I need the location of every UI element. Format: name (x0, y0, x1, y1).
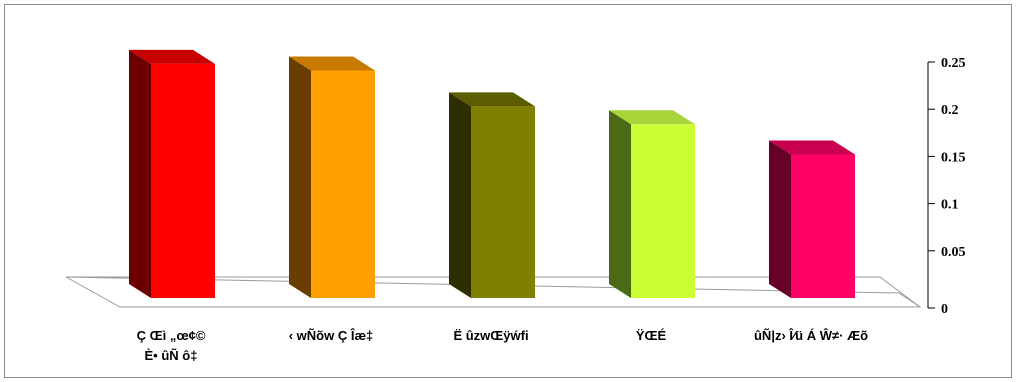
category-label: Ç Œì „œ¢© (137, 328, 206, 343)
category-label: È• ûÑ ô‡ (145, 348, 198, 363)
bar (151, 63, 215, 298)
bar (311, 70, 375, 298)
bar-group (769, 140, 855, 298)
bar-top-face (449, 92, 535, 107)
bar-group (609, 110, 695, 298)
category-labels: Ç Œì „œ¢© È• ûÑ ô‡ ‹ wÑõw Ç Îæ‡ Ë ûzwŒÿẃfi Ÿ… (137, 328, 868, 363)
y-tick-label: 0.2 (941, 103, 959, 118)
bar-side-face (769, 140, 791, 298)
bars (129, 49, 855, 298)
category-label: Ë ûzwŒÿẃfi (453, 328, 528, 343)
category-label: ŸŒÉ (636, 328, 667, 343)
y-axis: 0 0.05 0.1 0.15 0.2 0.25 (927, 56, 966, 317)
bar-side-face (609, 110, 631, 298)
bar-top-face (129, 49, 215, 64)
y-tick-label: 0.25 (941, 56, 966, 71)
category-label: ûÑ|z› Î⁄ü Á Ŵ≠· Æõ (754, 328, 868, 343)
bar (791, 154, 855, 298)
bar-side-face (289, 56, 311, 298)
bar-group (449, 92, 535, 298)
bar-side-face (129, 49, 151, 298)
bar-top-face (769, 140, 855, 155)
floor-outline (65, 276, 922, 308)
y-tick-label: 0.1 (941, 198, 959, 213)
bar (631, 124, 695, 298)
y-tick-label: 0.15 (941, 150, 966, 165)
bar-group (129, 49, 215, 298)
bar-side-face (449, 92, 471, 298)
y-tick-label: 0.05 (941, 245, 966, 260)
y-tick-label: 0 (941, 302, 948, 317)
bar-top-face (609, 110, 695, 125)
bar-top-face (289, 56, 375, 71)
bar-group (289, 56, 375, 298)
bar (471, 106, 535, 298)
category-label: ‹ wÑõw Ç Îæ‡ (289, 328, 374, 343)
